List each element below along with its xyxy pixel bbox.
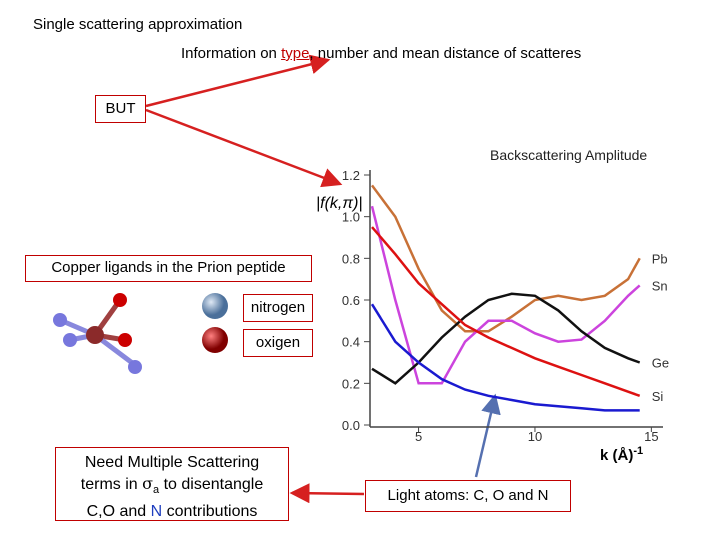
chart-title: Backscattering Amplitude (490, 147, 647, 163)
nitrogen-sphere (202, 293, 228, 319)
note-box: Need Multiple Scattering terms in σa to … (55, 447, 289, 521)
x-axis-label-text: k (Å) (600, 447, 633, 464)
arrow (145, 108, 343, 188)
series-label: Sn (652, 278, 668, 293)
info-after: , number and mean distance of scatteres (309, 45, 582, 62)
arrow (145, 54, 331, 108)
curve (371, 292, 641, 385)
arrow (474, 393, 501, 478)
note-text: to disentangle (159, 476, 264, 493)
y-tick-label: 1.0 (342, 210, 360, 225)
info-text: Information on type, number and mean dis… (181, 45, 581, 62)
note-line: C,O and N contributions (56, 501, 288, 522)
y-tick-label: 0.0 (342, 418, 360, 433)
note-line: terms in σa to disentangle (56, 473, 288, 501)
x-axis-label: k (Å)-1 (600, 445, 643, 464)
oxygen-box: oxigen (243, 329, 313, 357)
note-text: C,O and (86, 503, 151, 521)
arrow (289, 483, 365, 504)
x-tick-label: 5 (415, 429, 422, 444)
y-tick-label: 0.2 (342, 376, 360, 391)
note-n: N (150, 503, 163, 521)
series-label: Ge (652, 356, 669, 371)
info-highlight: type (281, 45, 310, 62)
light-box: Light atoms: C, O and N (365, 480, 571, 512)
sigma-sub: a (153, 484, 160, 497)
curve (370, 205, 641, 385)
sigma: σ (142, 474, 154, 493)
series-label: Pb (652, 251, 668, 266)
note-text: terms in (80, 476, 143, 493)
info-before: Information on (181, 45, 282, 62)
curve (370, 184, 641, 333)
nitrogen-box: nitrogen (243, 294, 313, 322)
curve (371, 226, 641, 397)
y-tick-label: 0.8 (342, 251, 360, 266)
y-tick-label: 1.2 (342, 168, 360, 183)
note-line: Need Multiple Scattering (84, 454, 260, 471)
title: Single scattering approximation (33, 16, 243, 33)
series-label: Si (652, 389, 664, 404)
note-text: contributions (162, 503, 258, 521)
x-tick-label: 15 (644, 429, 658, 444)
y-tick-label: 0.6 (342, 293, 360, 308)
oxygen-sphere (202, 327, 228, 353)
ligands-box: Copper ligands in the Prion peptide (25, 255, 312, 282)
molecule (53, 293, 142, 374)
y-tick-label: 0.4 (342, 335, 360, 350)
curve (370, 303, 640, 412)
x-tick-label: 10 (528, 429, 542, 444)
y-axis-label: |f(k,π)| (316, 195, 363, 212)
but-box: BUT (95, 95, 146, 123)
x-axis-label-sup: -1 (633, 445, 643, 457)
